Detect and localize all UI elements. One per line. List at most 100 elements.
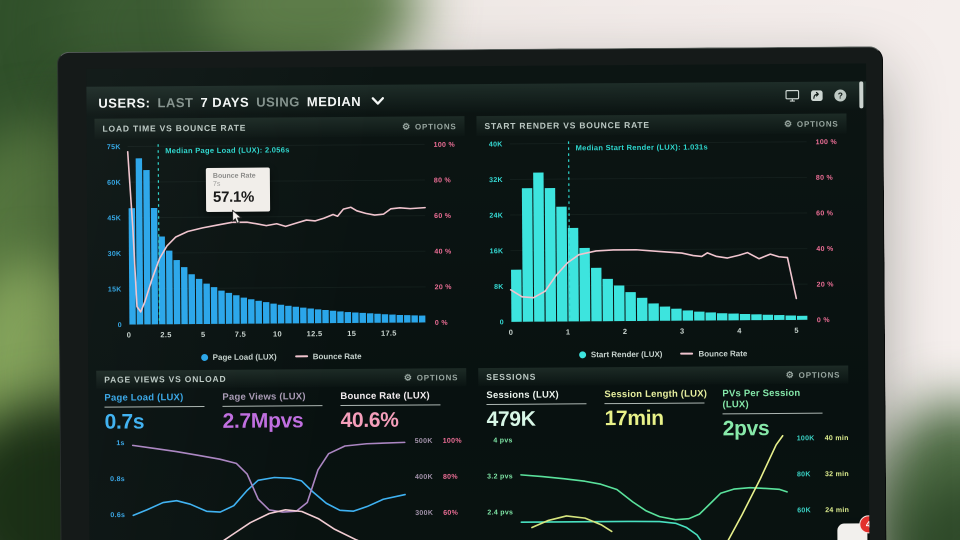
- svg-text:3.2 pvs: 3.2 pvs: [487, 473, 513, 480]
- svg-text:Median Start Render (LUX): 1.0: Median Start Render (LUX): 1.031s: [576, 142, 708, 152]
- sessions-chart[interactable]: 4 pvs 100K 40 min 3.2 pvs 80K 32 min 2.4 pvs 60…: [479, 427, 850, 540]
- stat-value: 479K: [486, 407, 536, 432]
- svg-text:60K: 60K: [797, 507, 811, 514]
- svg-text:17.5: 17.5: [381, 329, 397, 338]
- chart-tooltip: Bounce Rate 7s 57.1%: [205, 167, 271, 212]
- legend-item: Start Render (LUX): [578, 349, 662, 359]
- stat-underline: [340, 404, 441, 407]
- dashboard-header: USERS: LAST 7 DAYS USING MEDIAN: [86, 81, 867, 119]
- panel-sessions: SESSIONS ⚙ OPTIONS Sessions (LUX) 479K Se…: [478, 365, 850, 540]
- svg-text:7.5: 7.5: [235, 330, 246, 339]
- stat-underline: [486, 403, 587, 406]
- header-title-median: MEDIAN: [306, 93, 362, 109]
- panel-load-time: LOAD TIME VS BOUNCE RATE ⚙ OPTIONS 75K 100…: [94, 116, 466, 365]
- panel-page-views: PAGE VIEWS VS ONLOAD ⚙ OPTIONS Page Load …: [96, 368, 468, 540]
- stat-bounce-rate: Bounce Rate (LUX) 40.6%: [340, 390, 458, 433]
- svg-text:15K: 15K: [108, 286, 122, 293]
- stats-row: Sessions (LUX) 479K Session Length (LUX)…: [478, 383, 848, 440]
- panel-title: START RENDER VS BOUNCE RATE: [484, 119, 650, 132]
- gear-icon: ⚙: [783, 118, 793, 129]
- options-button[interactable]: ⚙ OPTIONS: [783, 118, 839, 129]
- svg-text:500K: 500K: [415, 438, 433, 445]
- svg-text:30K: 30K: [108, 251, 122, 258]
- laptop-screen: USERS: LAST 7 DAYS USING MEDIAN: [86, 63, 871, 540]
- scrollbar-thumb[interactable]: [859, 81, 864, 109]
- options-button[interactable]: ⚙ OPTIONS: [402, 121, 457, 132]
- stat-page-load: Page Load (LUX) 0.7s: [104, 392, 222, 434]
- svg-text:4 pvs: 4 pvs: [493, 437, 512, 444]
- svg-text:100 %: 100 %: [434, 142, 456, 149]
- header-title-7days: 7 DAYS: [200, 94, 250, 110]
- share-icon[interactable]: [810, 90, 823, 102]
- stat-session-length: Session Length (LUX) 17min: [604, 388, 722, 431]
- svg-text:60 %: 60 %: [816, 210, 834, 217]
- svg-text:12.5: 12.5: [307, 329, 323, 338]
- panel-start-render-header: START RENDER VS BOUNCE RATE ⚙ OPTIONS: [476, 113, 847, 137]
- svg-text:3: 3: [680, 327, 685, 336]
- stat-underline: [722, 412, 823, 415]
- svg-text:0: 0: [118, 322, 122, 329]
- svg-text:15: 15: [347, 329, 356, 338]
- legend-line-swatch: [294, 355, 308, 358]
- svg-text:2: 2: [623, 327, 628, 336]
- header-title-users: USERS:: [98, 94, 151, 111]
- stat-label: PVs Per Session (LUX): [722, 387, 801, 411]
- svg-text:40K: 40K: [489, 141, 503, 148]
- legend-item: Bounce Rate: [680, 349, 747, 358]
- chevron-down-icon[interactable]: [371, 96, 384, 105]
- gear-icon: ⚙: [402, 121, 411, 132]
- svg-text:32K: 32K: [489, 177, 503, 184]
- svg-text:80 %: 80 %: [434, 177, 452, 184]
- svg-text:20 %: 20 %: [435, 284, 453, 291]
- stat-pvs-per-session: PVs Per Session (LUX) 2pvs: [722, 387, 840, 440]
- svg-text:80K: 80K: [797, 471, 811, 478]
- gear-icon: ⚙: [785, 369, 795, 380]
- load-time-chart[interactable]: 75K 100 % 60K 80 % 45K 60 % 30K 40 % 15K 20 % 0 0 %…: [95, 136, 466, 350]
- svg-text:2.4 pvs: 2.4 pvs: [487, 509, 513, 516]
- header-title-last: LAST: [157, 94, 194, 110]
- stats-row: Page Load (LUX) 0.7s Page Views (LUX) 2.…: [96, 386, 466, 434]
- svg-text:1: 1: [566, 327, 571, 336]
- svg-text:300K: 300K: [415, 510, 433, 517]
- svg-text:1s: 1s: [116, 440, 124, 447]
- svg-text:80 %: 80 %: [816, 175, 834, 182]
- chart-legend: Page Load (LUX) Bounce Rate: [96, 347, 466, 366]
- date-range-selector[interactable]: USERS: LAST 7 DAYS USING MEDIAN: [98, 93, 384, 110]
- stat-value: 40.6%: [340, 408, 399, 433]
- page-views-chart[interactable]: 1s 500K 100% 0.8s 400K 80% 0.6s 300K 60%: [97, 430, 468, 540]
- options-button[interactable]: ⚙ OPTIONS: [785, 369, 841, 380]
- svg-text:400K: 400K: [415, 474, 433, 481]
- svg-text:75K: 75K: [107, 144, 121, 151]
- stat-label: Page Views (LUX): [222, 391, 306, 403]
- stat-value: 0.7s: [104, 410, 145, 434]
- legend-dot-swatch: [578, 350, 586, 358]
- options-button[interactable]: ⚙ OPTIONS: [403, 372, 459, 383]
- help-icon[interactable]: ?: [834, 89, 847, 102]
- svg-text:0.6s: 0.6s: [110, 512, 125, 519]
- header-icons: ?: [785, 89, 847, 102]
- svg-text:32 min: 32 min: [825, 471, 849, 478]
- svg-text:60K: 60K: [107, 180, 121, 187]
- svg-text:100K: 100K: [797, 435, 815, 442]
- header-title-using: USING: [256, 93, 300, 110]
- svg-text:0 %: 0 %: [435, 320, 448, 327]
- svg-text:45K: 45K: [107, 215, 121, 222]
- svg-text:0: 0: [127, 330, 132, 339]
- svg-text:40 %: 40 %: [434, 249, 452, 256]
- stat-value: 17min: [604, 406, 664, 431]
- gear-icon: ⚙: [403, 372, 413, 383]
- svg-text:40 %: 40 %: [816, 246, 834, 253]
- legend-line-swatch: [680, 352, 694, 355]
- stat-page-views: Page Views (LUX) 2.7Mpvs: [222, 391, 340, 433]
- svg-text:4: 4: [737, 326, 742, 335]
- stat-label: Bounce Rate (LUX): [340, 390, 430, 403]
- tooltip-title: Bounce Rate: [212, 172, 256, 180]
- svg-text:0 %: 0 %: [817, 317, 830, 324]
- svg-text:100%: 100%: [443, 438, 463, 445]
- stat-underline: [104, 405, 205, 408]
- mouse-cursor-icon: [231, 209, 244, 230]
- svg-text:60 %: 60 %: [434, 213, 452, 220]
- display-icon[interactable]: [785, 89, 800, 102]
- start-render-chart[interactable]: 40K 100 % 32K 80 % 24K 60 % 16K 40 % 8K 20 % 0 0 % M…: [477, 133, 848, 347]
- legend-dot-swatch: [200, 353, 208, 361]
